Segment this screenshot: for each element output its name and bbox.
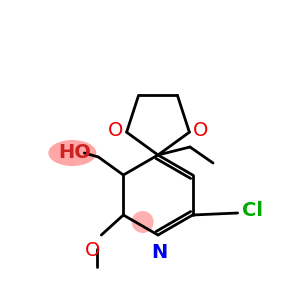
Ellipse shape <box>132 211 154 233</box>
Text: HO: HO <box>58 143 91 163</box>
Text: Cl: Cl <box>242 202 262 220</box>
Text: N: N <box>151 243 167 262</box>
Text: O: O <box>108 121 123 140</box>
Ellipse shape <box>48 140 96 166</box>
Text: O: O <box>193 121 208 140</box>
Text: O: O <box>85 241 100 260</box>
